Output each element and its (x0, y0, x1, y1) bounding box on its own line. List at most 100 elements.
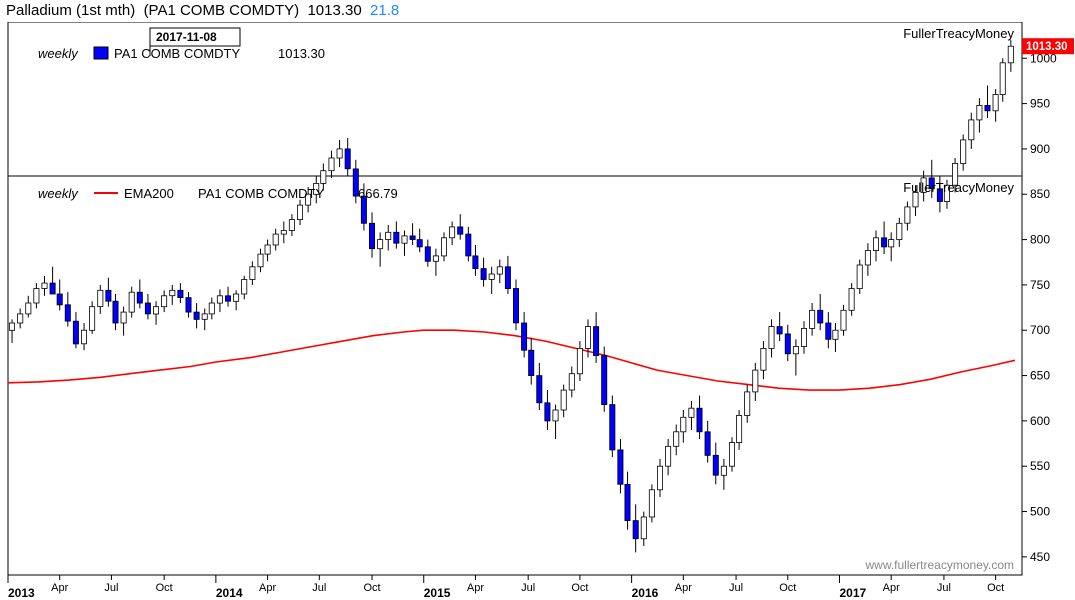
candle-body (50, 283, 55, 294)
x-year-label: 2015 (424, 586, 451, 600)
candle-body (882, 238, 887, 247)
candle-body (721, 466, 726, 475)
chart-panel[interactable]: 4505005506006507007508008509009501000201… (0, 22, 1075, 600)
y-tick-label: 750 (1030, 278, 1050, 292)
candle-body (841, 310, 846, 330)
candle-body (289, 220, 294, 231)
candle-body (162, 296, 167, 307)
candle-body (425, 247, 430, 261)
candle-body (561, 390, 566, 410)
candle-body (345, 149, 350, 169)
instrument-name: Palladium (1st mth) (6, 2, 135, 19)
candle-body (810, 310, 815, 328)
candle-body (633, 521, 638, 539)
candle-body (441, 238, 446, 256)
candle-body (178, 290, 183, 297)
candle-body (297, 205, 302, 220)
candle-body (386, 232, 391, 239)
x-month-label: Oct (363, 582, 380, 594)
candle-body (153, 307, 158, 314)
candle-body (674, 432, 679, 447)
candle-body (905, 207, 910, 223)
candle-body (466, 234, 471, 256)
legend2-frequency: weekly (38, 186, 79, 201)
x-month-label: Apr (675, 582, 692, 594)
candle-body (849, 289, 854, 311)
candle-body (818, 310, 823, 323)
candle-body (594, 327, 599, 356)
candle-body (26, 303, 31, 314)
candle-body (9, 323, 14, 330)
candle-body (18, 314, 23, 323)
source-url: www.fullertreacymoney.com (865, 558, 1015, 572)
candle-body (321, 171, 326, 184)
candle-body (1008, 46, 1013, 63)
candle-body (641, 517, 646, 539)
candle-body (777, 327, 782, 334)
x-year-label: 2013 (8, 586, 35, 600)
x-month-label: Oct (779, 582, 796, 594)
candle-body (529, 350, 534, 375)
candle-body (145, 303, 150, 314)
candle-body (513, 289, 518, 323)
source-label-top: FullerTreacyMoney (903, 26, 1014, 41)
candle-body (121, 312, 126, 323)
candle-body (865, 251, 870, 266)
candle-body (610, 405, 615, 450)
candle-body (106, 290, 111, 301)
x-month-label: Apr (51, 582, 68, 594)
candle-body (505, 267, 510, 289)
legend-series-value: 1013.30 (278, 46, 325, 61)
date-flag-text: 2017-11-08 (156, 30, 217, 44)
candle-body (618, 450, 623, 484)
candle-body (90, 307, 95, 331)
last-price-flag-text: 1013.30 (1026, 41, 1068, 53)
candle-body (394, 232, 399, 243)
candle-body (57, 294, 62, 305)
candle-body (194, 312, 199, 319)
candle-body (969, 120, 974, 140)
candle-body (489, 274, 494, 279)
legend2-series-value: 666.79 (358, 186, 398, 201)
candle-body (666, 446, 671, 466)
candle-body (186, 298, 191, 313)
candle-body (73, 321, 78, 344)
candle-body (234, 294, 239, 301)
candle-body (705, 432, 710, 456)
candle-body (137, 292, 142, 303)
legend2-series-label: EMA200 (124, 186, 174, 201)
candle-body (242, 280, 247, 295)
candle-body (826, 323, 831, 339)
candle-body (209, 303, 214, 314)
x-month-label: Jul (937, 582, 951, 594)
candle-body (522, 323, 527, 350)
x-month-label: Apr (883, 582, 900, 594)
candle-body (993, 95, 998, 111)
candle-body (625, 484, 630, 520)
y-tick-label: 950 (1030, 97, 1050, 111)
candle-body (458, 227, 463, 234)
y-tick-label: 450 (1030, 550, 1050, 564)
candle-body (65, 305, 70, 321)
candle-body (273, 234, 278, 245)
candle-body (258, 254, 263, 267)
candle-body (369, 223, 374, 248)
candle-body (98, 290, 103, 306)
instrument-ticker: (PA1 COMB COMDTY) (144, 2, 300, 19)
candle-body (897, 223, 902, 239)
x-year-label: 2017 (839, 586, 866, 600)
legend-series-label: PA1 COMB COMDTY (114, 46, 240, 61)
candle-body (785, 334, 790, 354)
candle-body (553, 410, 558, 421)
x-year-label: 2016 (632, 586, 659, 600)
x-month-label: Apr (259, 582, 276, 594)
x-month-label: Oct (571, 582, 588, 594)
candle-body (985, 105, 990, 110)
candle-body (417, 240, 422, 247)
legend2-series-ticker: PA1 COMB COMDTY (198, 186, 324, 201)
candle-body (769, 327, 774, 349)
candle-body (681, 417, 686, 432)
candle-body (202, 314, 207, 319)
candle-body (745, 392, 750, 416)
candle-body (129, 292, 134, 312)
